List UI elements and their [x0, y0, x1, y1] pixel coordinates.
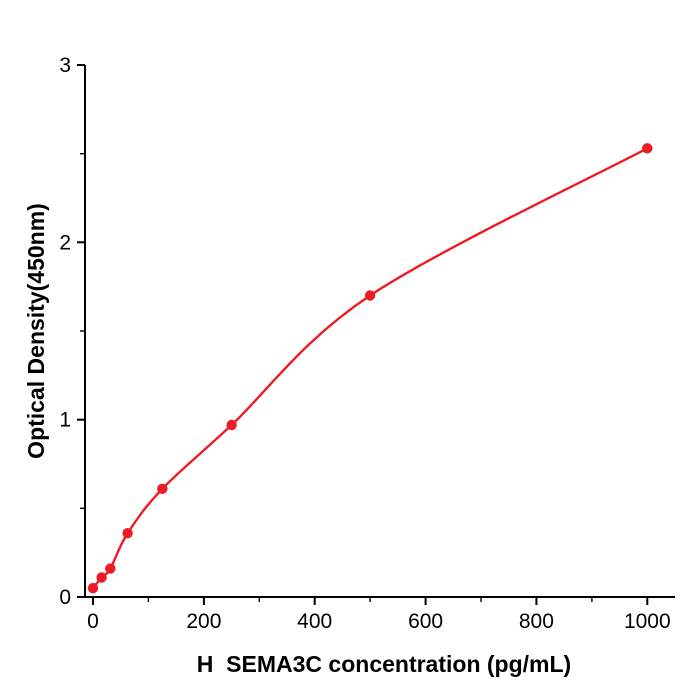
data-point: [226, 419, 237, 431]
data-point: [96, 572, 107, 583]
y-axis-title: Optical Density(450nm): [23, 203, 49, 459]
y-tick-label: 0: [59, 586, 71, 609]
data-point: [105, 563, 116, 574]
series-layer: [87, 143, 653, 594]
x-tick-label: 1000: [624, 610, 671, 633]
data-point: [157, 483, 168, 494]
x-tick-label: 200: [186, 610, 221, 633]
y-tick-label: 1: [59, 409, 71, 432]
data-point: [364, 290, 376, 301]
data-point: [122, 528, 133, 539]
x-axis-title: H SEMA3C concentration (pg/mL): [197, 651, 571, 677]
x-tick-label: 800: [519, 610, 554, 633]
axis-spines: [84, 65, 675, 598]
x-tick-label: 0: [87, 610, 99, 633]
data-point: [87, 582, 99, 594]
x-tick-label: 600: [408, 610, 443, 633]
x-tick-label: 400: [297, 610, 332, 633]
axes-layer: 0 200 400 600 800 1000 0 1 2 3: [59, 54, 675, 633]
y-tick-label: 3: [59, 54, 71, 77]
fit-curve: [91, 147, 649, 590]
y-tick-label: 2: [59, 231, 71, 254]
data-point: [642, 143, 653, 154]
